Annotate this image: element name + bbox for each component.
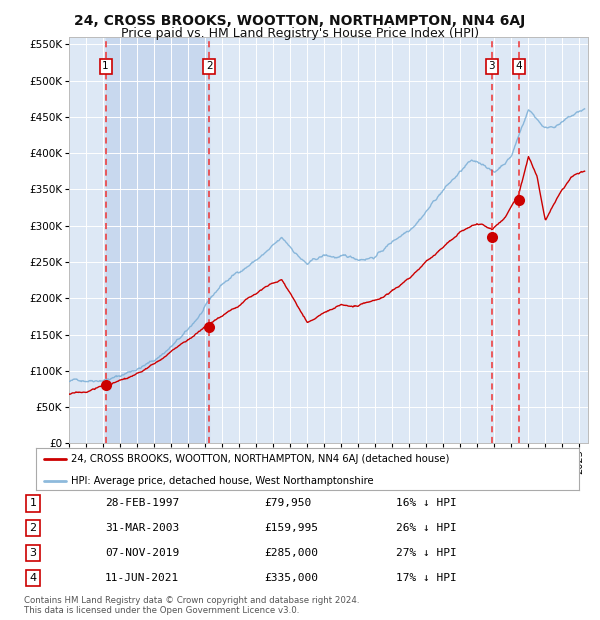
Bar [106, 37, 209, 443]
Text: Price paid vs. HM Land Registry's House Price Index (HPI): Price paid vs. HM Land Registry's House … [121, 27, 479, 40]
Text: This data is licensed under the Open Government Licence v3.0.: This data is licensed under the Open Gov… [24, 606, 299, 615]
Text: 07-NOV-2019: 07-NOV-2019 [105, 548, 179, 558]
Text: £285,000: £285,000 [264, 548, 318, 558]
Text: 11-JUN-2021: 11-JUN-2021 [105, 573, 179, 583]
Text: 4: 4 [29, 573, 37, 583]
Text: 2: 2 [29, 523, 37, 533]
Text: 26% ↓ HPI: 26% ↓ HPI [396, 523, 457, 533]
Text: £159,995: £159,995 [264, 523, 318, 533]
Text: Contains HM Land Registry data © Crown copyright and database right 2024.: Contains HM Land Registry data © Crown c… [24, 596, 359, 605]
Text: £79,950: £79,950 [264, 498, 311, 508]
Text: 1: 1 [29, 498, 37, 508]
Text: 24, CROSS BROOKS, WOOTTON, NORTHAMPTON, NN4 6AJ (detached house): 24, CROSS BROOKS, WOOTTON, NORTHAMPTON, … [71, 454, 449, 464]
Text: 2: 2 [206, 61, 212, 71]
Text: HPI: Average price, detached house, West Northamptonshire: HPI: Average price, detached house, West… [71, 476, 374, 485]
Text: 16% ↓ HPI: 16% ↓ HPI [396, 498, 457, 508]
Text: £335,000: £335,000 [264, 573, 318, 583]
Text: 31-MAR-2003: 31-MAR-2003 [105, 523, 179, 533]
Text: 27% ↓ HPI: 27% ↓ HPI [396, 548, 457, 558]
Text: 24, CROSS BROOKS, WOOTTON, NORTHAMPTON, NN4 6AJ: 24, CROSS BROOKS, WOOTTON, NORTHAMPTON, … [74, 14, 526, 28]
Text: 3: 3 [488, 61, 495, 71]
Text: 3: 3 [29, 548, 37, 558]
Text: 1: 1 [102, 61, 109, 71]
Text: 28-FEB-1997: 28-FEB-1997 [105, 498, 179, 508]
Text: 4: 4 [516, 61, 523, 71]
Text: 17% ↓ HPI: 17% ↓ HPI [396, 573, 457, 583]
